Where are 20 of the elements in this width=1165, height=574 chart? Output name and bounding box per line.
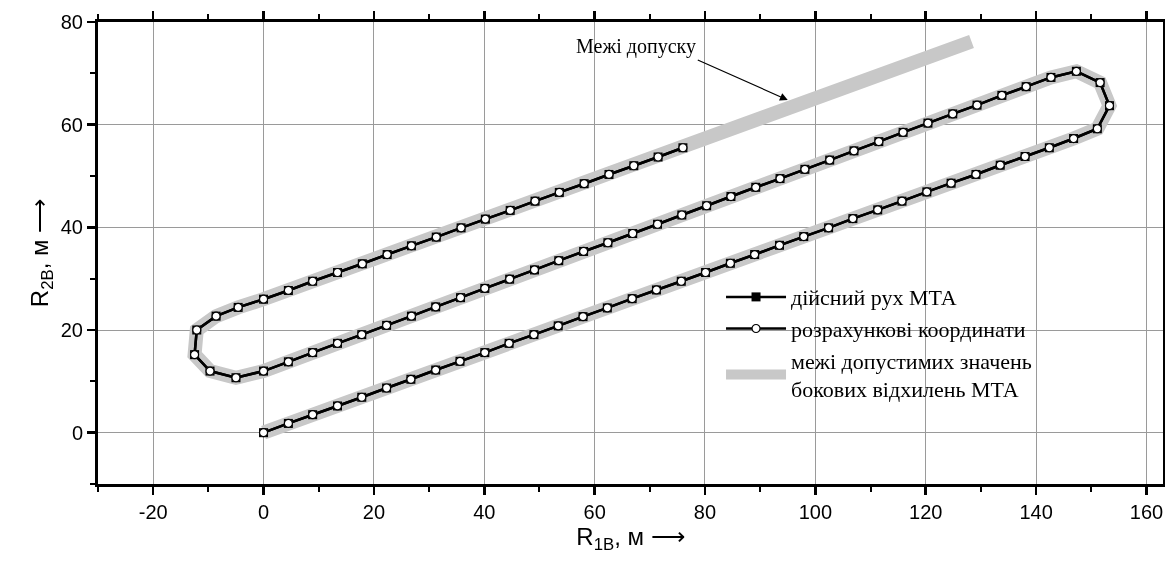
- x-axis-title: R$_{1B}$, м ⟶: [576, 523, 685, 555]
- x-tick-label: 160: [1129, 501, 1164, 523]
- x-tick-label: 80: [693, 501, 717, 523]
- x-tick-label: 120: [909, 501, 943, 523]
- legend-label: межі допустимих значень бокових відхилень МТА: [791, 348, 1032, 403]
- y-tick-label: 60: [60, 113, 83, 136]
- x-tick-label: 0: [257, 501, 270, 523]
- x-tick-label: 140: [1019, 501, 1053, 523]
- x-tick-label: -20: [138, 501, 168, 523]
- legend-label: дійсний рух МТА: [791, 285, 957, 311]
- annotation: Межі допуску: [576, 35, 696, 58]
- x-tick-label: 100: [798, 501, 833, 523]
- legend-label: розрахункові координати: [791, 317, 1026, 343]
- y-tick-label: 80: [60, 11, 83, 33]
- x-tick-label: 40: [473, 501, 496, 523]
- y-tick-label: 40: [60, 216, 83, 239]
- x-tick-label: 60: [583, 501, 606, 523]
- x-tick-label: 20: [362, 501, 386, 523]
- y-tick-label: 0: [71, 421, 83, 444]
- y-tick-label: 20: [60, 319, 83, 341]
